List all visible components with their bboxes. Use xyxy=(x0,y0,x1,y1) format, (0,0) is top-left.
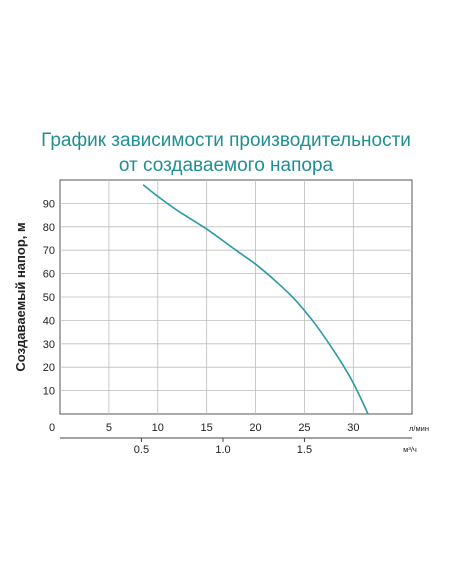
chart-title-line-1: График зависимости производительности xyxy=(41,130,411,151)
y-tick-labels: 10 20 30 40 50 60 70 80 90 xyxy=(43,198,55,397)
performance-curve xyxy=(142,184,369,415)
y-tick-label: 50 xyxy=(43,292,55,304)
x2-tick-label: 1.0 xyxy=(215,444,230,456)
grid-lines xyxy=(60,180,412,414)
x-unit-label: л/мин xyxy=(409,424,429,433)
y-tick-label: 30 xyxy=(43,339,55,351)
x-tick-label: 15 xyxy=(201,422,213,434)
x-tick-label: 10 xyxy=(152,422,164,434)
chart-title-line-2: от создаваемого напора xyxy=(118,155,334,176)
x-tick-label: 25 xyxy=(298,422,310,434)
x2-tick-label: 0.5 xyxy=(134,444,149,456)
secondary-x-tick-labels: 0.5 1.0 1.5 xyxy=(134,438,312,456)
y-tick-label: 60 xyxy=(43,269,55,281)
chart-title: График зависимости производительности от… xyxy=(0,128,452,178)
x-tick-label: 5 xyxy=(106,422,112,434)
y-tick-label: 40 xyxy=(43,315,55,327)
x-tick-label: 20 xyxy=(249,422,261,434)
x-tick-label: 30 xyxy=(347,422,359,434)
y-tick-label: 70 xyxy=(43,245,55,257)
x-tick-label: 0 xyxy=(49,422,55,434)
y-tick-label: 20 xyxy=(43,362,55,374)
x2-tick-label: 1.5 xyxy=(297,444,312,456)
y-tick-label: 80 xyxy=(43,222,55,234)
y-tick-label: 90 xyxy=(43,198,55,210)
y-axis-label: Создаваемый напор, м xyxy=(13,222,28,371)
x-tick-labels: 0 5 10 15 20 25 30 xyxy=(49,422,360,434)
y-tick-label: 10 xyxy=(43,386,55,398)
x2-unit-label: м³/ч xyxy=(403,445,417,454)
